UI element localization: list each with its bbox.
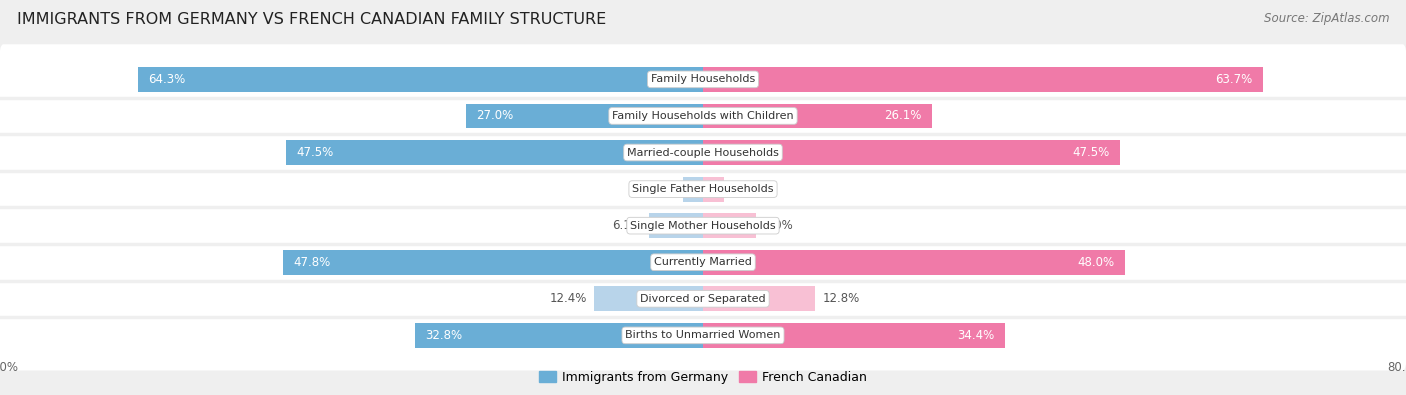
Text: Single Mother Households: Single Mother Households	[630, 221, 776, 231]
Text: 12.8%: 12.8%	[823, 292, 859, 305]
Bar	[683, 177, 703, 201]
Text: IMMIGRANTS FROM GERMANY VS FRENCH CANADIAN FAMILY STRUCTURE: IMMIGRANTS FROM GERMANY VS FRENCH CANADI…	[17, 12, 606, 27]
Bar	[138, 67, 703, 92]
Text: 6.0%: 6.0%	[762, 219, 793, 232]
Text: 63.7%: 63.7%	[1215, 73, 1253, 86]
Bar	[593, 286, 703, 311]
Legend: Immigrants from Germany, French Canadian: Immigrants from Germany, French Canadian	[534, 366, 872, 389]
Bar	[703, 140, 1121, 165]
FancyBboxPatch shape	[0, 190, 1406, 261]
Text: Currently Married: Currently Married	[654, 257, 752, 267]
Bar	[703, 250, 1125, 275]
Text: 34.4%: 34.4%	[957, 329, 994, 342]
Text: 47.5%: 47.5%	[297, 146, 333, 159]
Text: 64.3%: 64.3%	[149, 73, 186, 86]
FancyBboxPatch shape	[0, 227, 1406, 297]
Text: Divorced or Separated: Divorced or Separated	[640, 294, 766, 304]
FancyBboxPatch shape	[0, 44, 1406, 115]
Text: Married-couple Households: Married-couple Households	[627, 147, 779, 158]
Text: 26.1%: 26.1%	[884, 109, 922, 122]
Bar	[285, 140, 703, 165]
FancyBboxPatch shape	[0, 264, 1406, 334]
Text: 47.8%: 47.8%	[294, 256, 330, 269]
Bar	[650, 213, 703, 238]
Bar	[703, 177, 724, 201]
Bar	[703, 323, 1005, 348]
Text: Family Households: Family Households	[651, 74, 755, 85]
Text: 6.1%: 6.1%	[613, 219, 643, 232]
Bar	[703, 67, 1263, 92]
Text: 32.8%: 32.8%	[426, 329, 463, 342]
FancyBboxPatch shape	[0, 117, 1406, 188]
FancyBboxPatch shape	[0, 154, 1406, 224]
Bar	[703, 286, 815, 311]
Text: 2.3%: 2.3%	[645, 182, 676, 196]
Bar	[703, 213, 756, 238]
Bar	[415, 323, 703, 348]
FancyBboxPatch shape	[0, 81, 1406, 151]
Text: Single Father Households: Single Father Households	[633, 184, 773, 194]
Text: Source: ZipAtlas.com: Source: ZipAtlas.com	[1264, 12, 1389, 25]
Text: 27.0%: 27.0%	[477, 109, 513, 122]
Text: 12.4%: 12.4%	[550, 292, 588, 305]
Text: 2.4%: 2.4%	[731, 182, 761, 196]
Bar	[465, 103, 703, 128]
Text: 48.0%: 48.0%	[1077, 256, 1114, 269]
FancyBboxPatch shape	[0, 300, 1406, 371]
Bar	[703, 103, 932, 128]
Text: 47.5%: 47.5%	[1073, 146, 1109, 159]
Text: Family Households with Children: Family Households with Children	[612, 111, 794, 121]
Text: Births to Unmarried Women: Births to Unmarried Women	[626, 330, 780, 340]
Bar	[283, 250, 703, 275]
